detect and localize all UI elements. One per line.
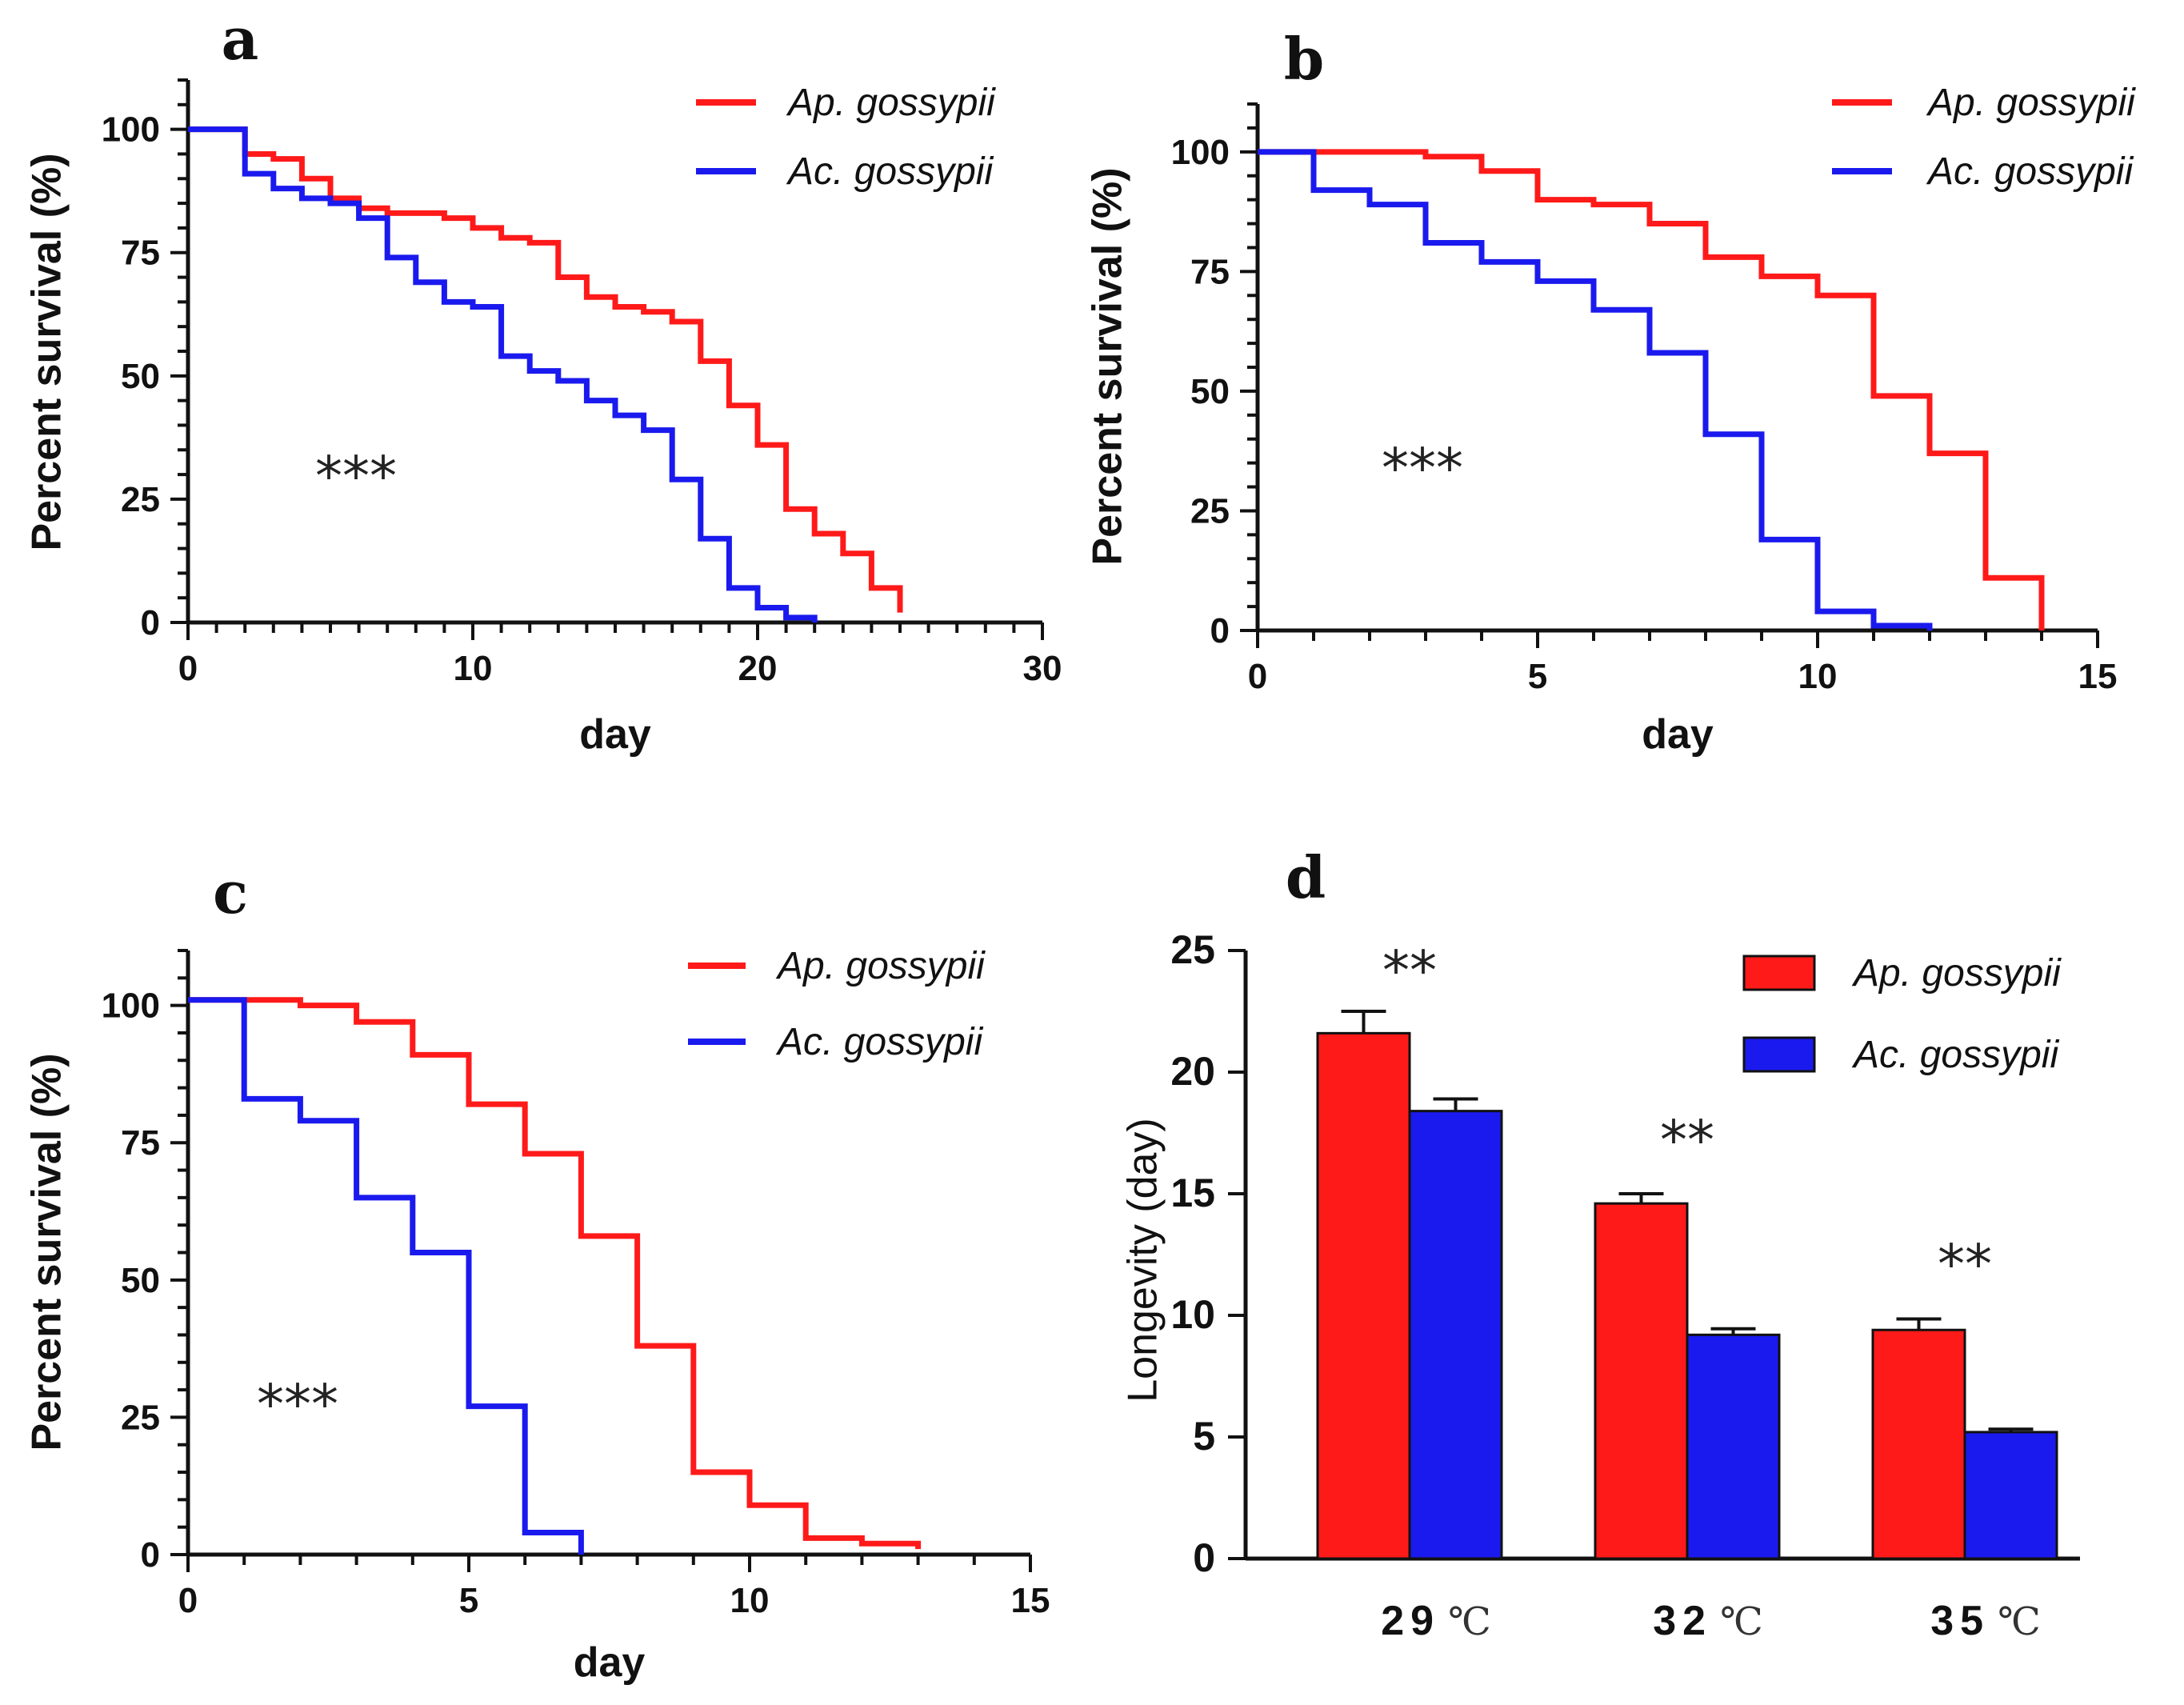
y-tick-label: 5 xyxy=(1193,1414,1215,1459)
y-axis-label: Percent survival (%) xyxy=(1085,167,1131,565)
y-tick-label: 0 xyxy=(1210,611,1230,650)
y-tick-label: 25 xyxy=(1190,491,1230,530)
y-tick-label: 0 xyxy=(141,1535,160,1575)
y-tick-label: 0 xyxy=(1193,1535,1215,1580)
category-unit: ℃ xyxy=(1720,1599,1763,1644)
x-tick-label: 20 xyxy=(738,649,778,688)
category-unit: ℃ xyxy=(1998,1599,2041,1644)
x-axis-label: day xyxy=(579,711,651,758)
survival-line-ac-gossypii xyxy=(188,126,818,622)
bar-ap-gossypii xyxy=(1871,1328,1966,1560)
y-tick-label: 100 xyxy=(102,987,160,1026)
bar-ap-gossypii xyxy=(1316,1031,1411,1560)
survival-line-ap-gossypii xyxy=(188,126,903,613)
panel-letter: b xyxy=(1284,25,1324,93)
panel-letter: a xyxy=(222,5,259,73)
significance-mark: ** xyxy=(1660,1110,1714,1173)
legend-swatch xyxy=(1742,1036,1816,1073)
category-unit: ℃ xyxy=(1448,1599,1491,1644)
x-axis-label: day xyxy=(1642,711,1714,758)
survival-line-ac-gossypii xyxy=(188,997,584,1555)
x-axis-label: day xyxy=(574,1639,646,1686)
panel-letter: c xyxy=(213,859,248,927)
x-tick-label: 0 xyxy=(178,1581,198,1620)
survival-line-ac-gossypii xyxy=(1258,149,1933,630)
category-label: 35 ℃ xyxy=(1930,1598,2041,1644)
survival-line-ap-gossypii xyxy=(188,997,922,1550)
y-tick-label: 75 xyxy=(1190,252,1230,291)
legend-label: Ap. gossypii xyxy=(786,82,996,124)
significance-mark: *** xyxy=(257,1374,338,1437)
category-number: 35 xyxy=(1930,1598,1990,1644)
y-tick-label: 25 xyxy=(121,1398,160,1437)
y-axis-label: Longevity (day) xyxy=(1120,1118,1166,1403)
y-tick-label: 50 xyxy=(121,357,160,396)
y-tick-label: 100 xyxy=(1171,133,1230,172)
legend-label: Ac. gossypii xyxy=(786,150,994,193)
significance-mark: ** xyxy=(1938,1234,1992,1297)
x-tick-label: 0 xyxy=(1248,657,1267,696)
bar-ac-gossypii xyxy=(1963,1431,2058,1560)
x-tick-label: 15 xyxy=(1011,1581,1050,1620)
category-number: 29 xyxy=(1381,1598,1440,1644)
y-tick-label: 20 xyxy=(1170,1049,1215,1094)
x-tick-label: 10 xyxy=(730,1581,770,1620)
panel-b: b 0 5 10 15 0 25 50 75 100 day Percent survival (%)… xyxy=(1085,25,2136,758)
legend-label: Ac. gossypii xyxy=(775,1021,983,1063)
x-tick-label: 10 xyxy=(454,649,493,688)
y-tick-label: 10 xyxy=(1170,1292,1215,1337)
survival-line-ap-gossypii xyxy=(1258,149,2045,630)
y-axis-label: Percent survival (%) xyxy=(24,153,70,550)
category-label: 29 ℃ xyxy=(1381,1598,1491,1644)
legend-label: Ap. gossypii xyxy=(1851,952,2062,995)
y-tick-label: 15 xyxy=(1170,1171,1215,1215)
y-tick-label: 50 xyxy=(121,1261,160,1300)
legend-label: Ac. gossypii xyxy=(1851,1034,2059,1076)
panel-c: c 0 5 10 15 0 25 50 75 100 day Percent survival (%)… xyxy=(24,859,1050,1686)
category-label: 32 ℃ xyxy=(1653,1598,1763,1644)
bar-ac-gossypii xyxy=(1686,1333,1781,1560)
legend-swatch xyxy=(1742,955,1816,991)
significance-mark: *** xyxy=(315,446,397,509)
x-tick-label: 0 xyxy=(178,649,198,688)
y-tick-label: 75 xyxy=(121,1123,160,1163)
y-tick-label: 75 xyxy=(121,234,160,273)
x-tick-label: 15 xyxy=(2078,657,2118,696)
x-tick-label: 5 xyxy=(459,1581,478,1620)
y-axis-label: Percent survival (%) xyxy=(24,1053,70,1451)
legend-label: Ap. gossypii xyxy=(775,945,986,987)
x-tick-label: 5 xyxy=(1528,657,1547,696)
legend-label: Ac. gossypii xyxy=(1926,150,2134,193)
bar-ac-gossypii xyxy=(1408,1110,1503,1560)
x-tick-label: 10 xyxy=(1798,657,1838,696)
y-tick-label: 0 xyxy=(141,603,160,642)
category-number: 32 xyxy=(1653,1598,1712,1644)
y-tick-label: 100 xyxy=(102,110,160,150)
significance-mark: *** xyxy=(1382,438,1463,501)
significance-mark: ** xyxy=(1382,940,1437,1003)
y-tick-label: 50 xyxy=(1190,372,1230,411)
bar-ap-gossypii xyxy=(1594,1202,1689,1560)
panel-a: a 0 10 20 30 0 25 50 75 100 day Percent survival (%… xyxy=(24,5,1062,758)
panel-letter: d xyxy=(1286,843,1326,911)
y-tick-label: 25 xyxy=(121,480,160,519)
legend-label: Ap. gossypii xyxy=(1926,82,2136,124)
x-tick-label: 30 xyxy=(1023,649,1062,688)
y-tick-label: 25 xyxy=(1170,927,1215,972)
